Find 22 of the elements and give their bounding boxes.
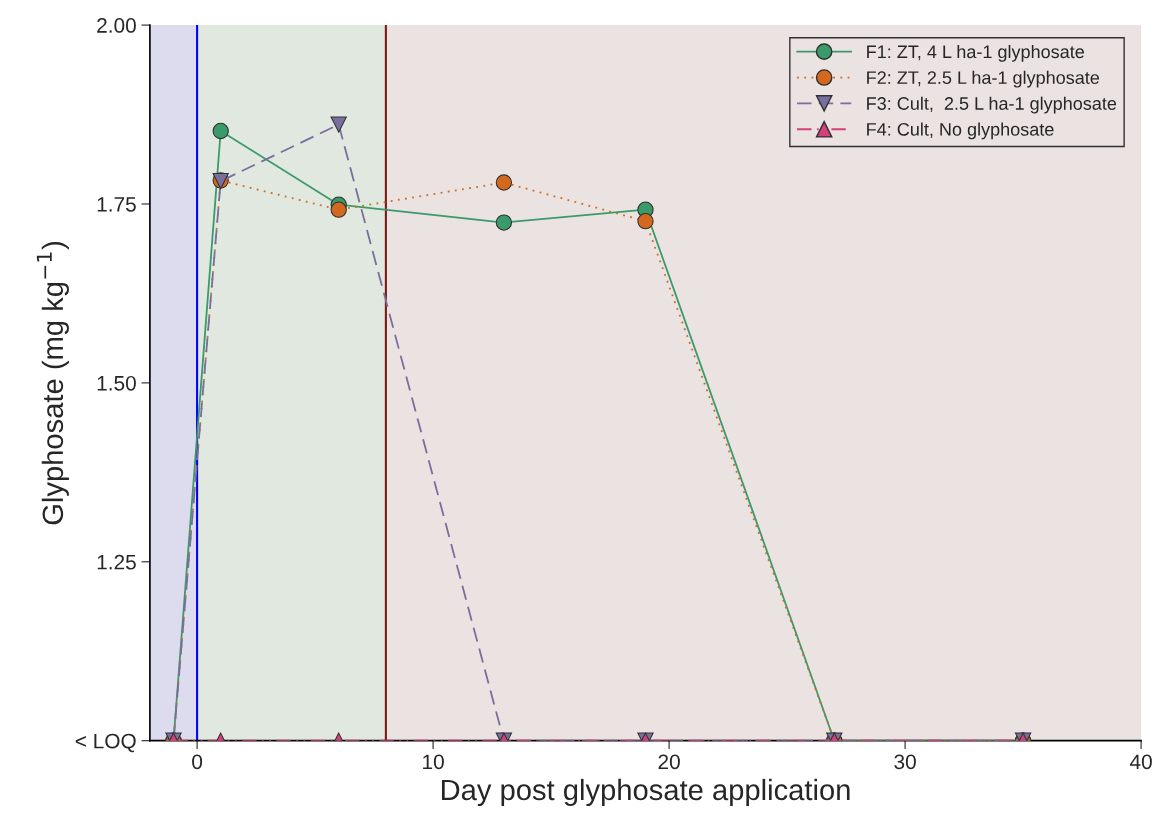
legend-label: F2: ZT, 2.5 L ha-1 glyphosate <box>867 70 1100 88</box>
point <box>212 122 229 140</box>
point <box>495 174 513 191</box>
x-tick-label: 0 <box>192 754 203 770</box>
point <box>330 116 347 133</box>
x-tick-label: 10 <box>423 754 444 770</box>
legend-label: F1: ZT, 4 L ha-1 glyphosate <box>867 44 1084 62</box>
point <box>495 214 513 231</box>
y-tick-label: < LOQ <box>75 733 136 753</box>
point <box>330 201 347 218</box>
y-tick-label: 1.75 <box>97 197 136 212</box>
y-axis-title: Glyphosate (mg kg$^{−1}$) <box>36 241 69 525</box>
y-tick-label: 2.00 <box>97 18 136 33</box>
y-tick-label: 1.50 <box>97 375 136 391</box>
legend-label: F3: Cult, 2.5 L ha-1 glyphosate <box>867 96 1117 114</box>
y-tick-label: 1.25 <box>97 554 136 570</box>
x-tick-label: 20 <box>658 754 680 770</box>
x-axis-title: Day post glyphosate application <box>441 778 850 807</box>
x-tick-label: 30 <box>894 754 916 770</box>
point <box>637 213 654 230</box>
legend-label: F4: Cult, No glyphosate <box>867 122 1054 140</box>
x-tick-label: 40 <box>1129 754 1152 770</box>
